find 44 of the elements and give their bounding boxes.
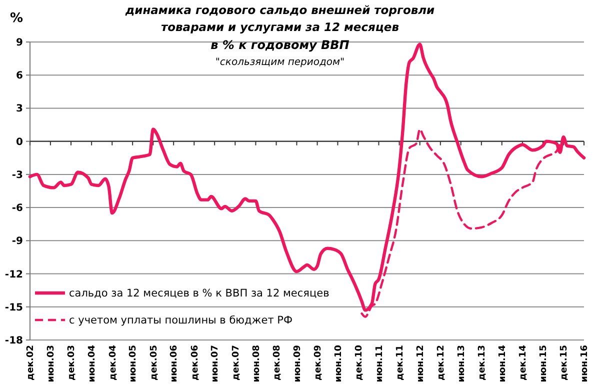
x-tick-label: июн.07 [210,345,221,382]
annotation: "скользящим периодом" [215,57,345,68]
x-tick-label: июн.06 [170,345,180,382]
x-tick-label: июн.10 [334,345,344,382]
x-tick-label: дек.15 [560,345,570,380]
chart-title: динамика годового сальдо внешней торговли товарами и услугами за 12 месяцев [124,3,435,34]
x-tick-label: июн.14 [498,345,508,382]
x-tick-label: дек.13 [478,345,488,380]
x-tick-label: июн.08 [252,345,262,382]
x-tick-label: июн.05 [128,345,139,382]
y-axis-title: % [10,11,24,26]
y-tick-label: 9 [16,38,24,48]
legend-label: сальдо за 12 месяцев в % к ВВП за 12 месяцев [69,288,330,300]
x-tick-label: дек.08 [272,345,282,380]
x-tick-label: дек.14 [518,345,529,380]
legend-label: с учетом уплаты пошлины в бюджет РФ [69,314,293,327]
y-tick-label: -9 [12,236,24,248]
x-tick-label: июн.09 [292,345,303,382]
x-tick-label: дек.10 [354,345,364,380]
chart-subtitle: в % к годовому ВВП [210,38,350,52]
x-tick-label: дек.11 [395,345,406,380]
y-tick-label: 0 [16,136,24,148]
y-tick-label: -3 [12,170,24,181]
x-tick-label: дек.04 [108,345,118,380]
x-tick-label: июн.04 [88,345,98,382]
y-tick-label: -18 [4,336,24,346]
x-tick-label: июн.03 [46,345,57,382]
x-tick-label: дек.03 [67,345,78,380]
x-tick-label: дек.05 [149,345,160,380]
x-tick-label: дек.02 [26,345,36,380]
y-tick-label: -6 [12,203,24,214]
x-tick-label: дек.07 [231,345,242,380]
x-tick-label: дек.12 [436,345,447,380]
x-tick-label: июн.12 [416,345,426,382]
x-tick-label: дек.06 [190,345,200,380]
y-tick-label: -12 [4,269,24,280]
x-tick-label: июн.15 [539,345,550,382]
y-tick-label: -15 [4,302,24,314]
x-tick-label: июн.11 [374,345,385,382]
y-tick-label: 6 [16,70,24,82]
x-tick-label: дек.09 [313,345,324,380]
x-tick-label: июн.16 [580,345,590,382]
y-tick-label: 3 [16,104,24,115]
x-tick-label: июн.13 [457,345,468,382]
